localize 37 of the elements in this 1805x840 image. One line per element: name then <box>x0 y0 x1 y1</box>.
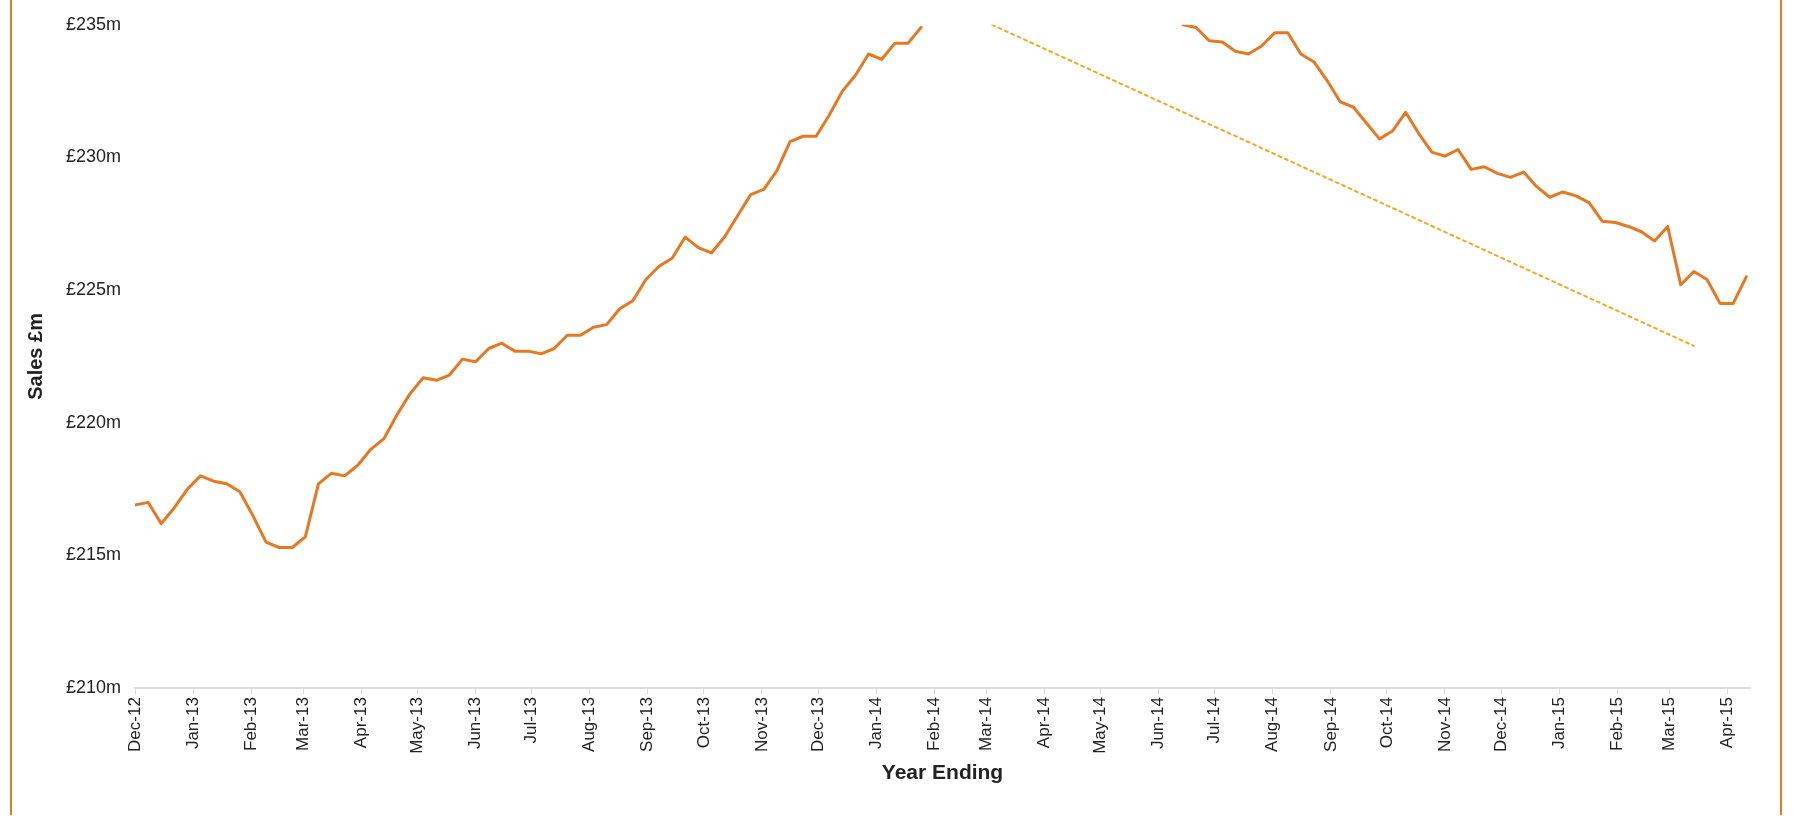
x-tick-label: Jan-15 <box>1548 697 1568 750</box>
x-tick-label: Nov-14 <box>1434 697 1454 752</box>
x-tick-label: Jul-13 <box>521 697 541 744</box>
x-tick-label: Feb-15 <box>1606 697 1626 751</box>
x-tick-label: Dec-14 <box>1490 697 1510 752</box>
y-tick-label: £230m <box>65 146 122 167</box>
x-tick-label: Jul-14 <box>1204 697 1224 744</box>
x-tick-label: Apr-13 <box>351 697 371 749</box>
x-tick-label: Aug-14 <box>1262 697 1282 752</box>
y-tick-label: £235m <box>65 13 122 34</box>
x-tick-label: Oct-14 <box>1376 697 1396 749</box>
x-tick-label: Oct-13 <box>693 697 713 749</box>
y-tick-label: £225m <box>65 279 122 300</box>
x-tick-label: May-13 <box>407 697 427 754</box>
y-tick-label: £215m <box>65 544 122 565</box>
x-tick-label: Sep-14 <box>1320 697 1340 752</box>
x-tick-label: Jan-13 <box>182 697 202 750</box>
x-tick-label: Mar-14 <box>976 697 996 751</box>
x-tick-label: Apr-14 <box>1034 697 1054 749</box>
x-tick-label: Jan-14 <box>865 697 885 750</box>
x-tick-label: Mar-15 <box>1659 697 1679 751</box>
x-tick-label: Feb-14 <box>923 697 943 751</box>
x-tick-label: Jun-14 <box>1148 697 1168 750</box>
y-tick-label: £220m <box>65 411 122 432</box>
x-tick-label: Nov-13 <box>751 697 771 752</box>
x-tick-label: Feb-13 <box>240 697 260 751</box>
x-tick-label: Aug-13 <box>579 697 599 752</box>
x-tick-label: Jun-13 <box>465 697 485 750</box>
x-tick-label: Dec-12 <box>124 697 144 752</box>
x-tick-label: Sep-13 <box>637 697 657 752</box>
x-axis-title: Year Ending <box>881 760 1004 784</box>
y-tick-label: £210m <box>65 677 122 698</box>
x-tick-label: Mar-13 <box>293 697 313 751</box>
x-tick-label: Dec-13 <box>807 697 827 752</box>
y-axis-title: Sales £m <box>23 313 46 400</box>
x-tick-label: May-14 <box>1090 697 1110 754</box>
x-tick-label: Apr-15 <box>1717 697 1737 749</box>
